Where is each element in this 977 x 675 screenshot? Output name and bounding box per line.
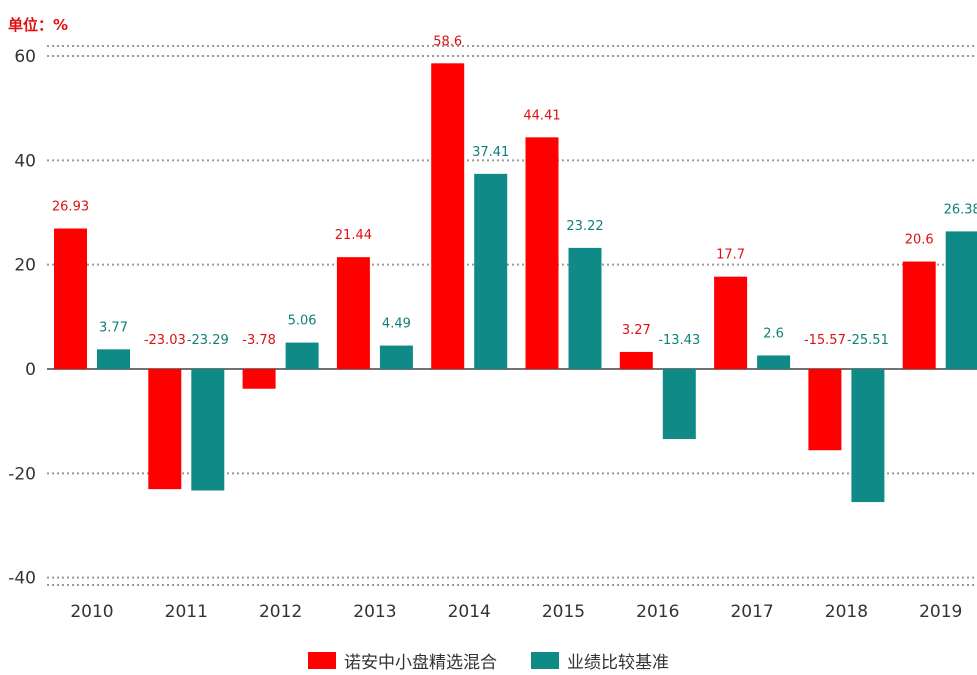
legend-item-benchmark: 业绩比较基准 bbox=[531, 648, 669, 673]
value-label-fund: -3.78 bbox=[242, 333, 276, 348]
bar-fund bbox=[54, 228, 87, 369]
value-label-fund: -15.57 bbox=[804, 333, 846, 348]
y-tick-label: 0 bbox=[25, 360, 36, 380]
value-label-fund: 3.27 bbox=[622, 323, 651, 338]
value-label-benchmark: -23.29 bbox=[187, 333, 229, 348]
y-tick-label: 40 bbox=[14, 151, 36, 171]
bar-benchmark bbox=[474, 173, 508, 369]
value-label-benchmark: -25.51 bbox=[847, 333, 889, 348]
value-label-benchmark: 2.6 bbox=[763, 326, 784, 341]
x-tick-label: 2017 bbox=[730, 602, 773, 622]
bar-benchmark bbox=[285, 342, 319, 369]
bar-benchmark bbox=[379, 345, 413, 369]
value-label-fund: 20.6 bbox=[905, 233, 934, 248]
bar-benchmark bbox=[757, 355, 791, 369]
value-label-fund: 21.44 bbox=[335, 228, 372, 243]
y-tick-label: -20 bbox=[8, 464, 36, 484]
value-label-fund: 44.41 bbox=[523, 108, 560, 123]
x-tick-label: 2010 bbox=[70, 602, 113, 622]
bar-fund bbox=[431, 63, 465, 369]
x-tick-label: 2014 bbox=[448, 602, 491, 622]
value-label-benchmark: -13.43 bbox=[658, 333, 700, 348]
bar-benchmark bbox=[191, 369, 225, 491]
legend: 诺安中小盘精选混合 业绩比较基准 bbox=[0, 648, 977, 673]
bar-fund bbox=[714, 276, 748, 369]
unit-label: 单位：% bbox=[8, 16, 69, 34]
x-tick-label: 2016 bbox=[636, 602, 679, 622]
value-label-fund: -23.03 bbox=[144, 333, 186, 348]
legend-swatch-benchmark bbox=[531, 652, 559, 669]
value-label-benchmark: 5.06 bbox=[288, 314, 317, 329]
value-label-benchmark: 3.77 bbox=[99, 320, 128, 335]
bar-fund bbox=[148, 369, 182, 490]
bar-fund bbox=[525, 137, 559, 369]
y-tick-label: 60 bbox=[14, 47, 36, 67]
value-label-benchmark: 23.22 bbox=[566, 219, 603, 234]
x-tick-label: 2011 bbox=[165, 602, 208, 622]
legend-item-fund: 诺安中小盘精选混合 bbox=[308, 648, 497, 673]
value-label-fund: 26.93 bbox=[52, 200, 89, 215]
legend-label-benchmark: 业绩比较基准 bbox=[567, 653, 669, 673]
value-label-fund: 58.6 bbox=[433, 34, 462, 49]
x-tick-label: 2015 bbox=[542, 602, 585, 622]
bar-benchmark bbox=[945, 231, 977, 369]
bar-benchmark bbox=[662, 369, 696, 440]
x-tick-label: 2012 bbox=[259, 602, 302, 622]
bar-benchmark bbox=[851, 369, 885, 503]
legend-label-fund: 诺安中小盘精选混合 bbox=[344, 653, 497, 673]
legend-swatch-fund bbox=[308, 652, 336, 669]
bar-fund bbox=[336, 257, 370, 369]
x-tick-label: 2019 bbox=[919, 602, 962, 622]
bar-fund bbox=[242, 369, 276, 389]
bar-fund bbox=[808, 369, 842, 451]
value-label-benchmark: 37.41 bbox=[472, 145, 509, 160]
y-tick-label: 20 bbox=[14, 256, 36, 276]
value-label-benchmark: 26.38 bbox=[944, 202, 977, 217]
y-tick-label: -40 bbox=[8, 569, 36, 589]
value-label-benchmark: 4.49 bbox=[382, 317, 411, 332]
bar-fund bbox=[619, 351, 653, 369]
x-tick-label: 2013 bbox=[353, 602, 396, 622]
bar-benchmark bbox=[568, 247, 602, 369]
value-label-fund: 17.7 bbox=[716, 248, 745, 263]
bar-benchmark bbox=[97, 349, 130, 369]
x-tick-label: 2018 bbox=[825, 602, 868, 622]
bar-fund bbox=[902, 261, 936, 369]
